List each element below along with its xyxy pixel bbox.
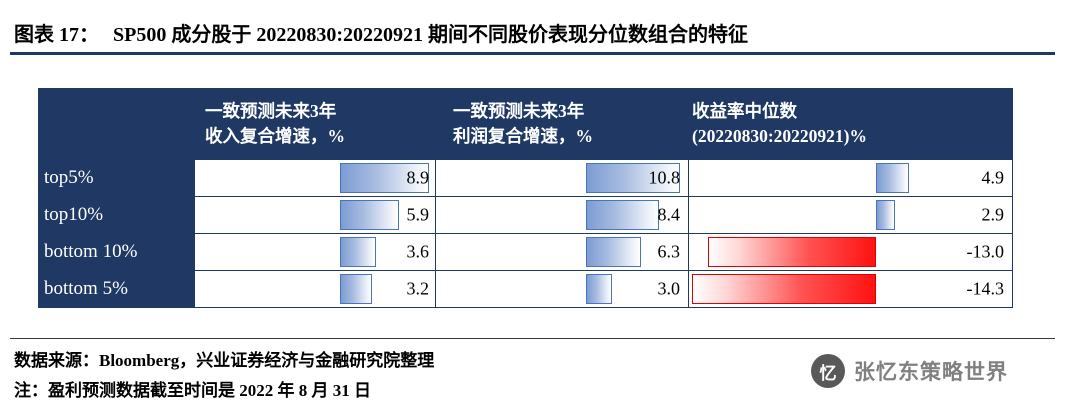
header-line: 一致预测未来3年 — [453, 101, 585, 121]
title-underline — [10, 52, 1055, 55]
positive-bar — [340, 237, 376, 267]
header-line: 收入复合增速，% — [205, 126, 345, 146]
figure-number: 图表 17： — [14, 24, 99, 46]
header-profit-cagr: 一致预测未来3年 利润复合增速，% — [435, 88, 688, 160]
value-cell: 8.9 — [195, 160, 435, 197]
cell-value: 5.9 — [406, 204, 430, 225]
table-body: top5% 8.9 10.8 4.9 top10% 5.9 8.4 2.9 bottom 10%… — [38, 160, 1013, 308]
data-source-text: 数据来源：Bloomberg，兴业证券经济与金融研究院整理 — [14, 351, 435, 370]
header-corner-cell — [38, 88, 195, 160]
row-label: bottom 5% — [38, 271, 195, 308]
value-cell: 2.9 — [688, 197, 1013, 234]
cell-value: 8.4 — [657, 204, 681, 225]
brand-logo-icon: 忆 — [811, 354, 845, 388]
cell-value: 3.6 — [406, 241, 430, 262]
value-cell: -14.3 — [688, 271, 1013, 308]
table-row: bottom 5% 3.2 3.0 -14.3 — [38, 271, 1013, 308]
negative-bar — [708, 237, 876, 267]
header-revenue-cagr: 一致预测未来3年 收入复合增速，% — [195, 88, 435, 160]
positive-bar — [876, 163, 909, 193]
value-cell: 4.9 — [688, 160, 1013, 197]
positive-bar — [586, 274, 613, 304]
value-cell: 3.6 — [195, 234, 435, 271]
table-header-row: 一致预测未来3年 收入复合增速，% 一致预测未来3年 利润复合增速，% 收益率中… — [38, 88, 1013, 160]
value-cell: -13.0 — [688, 234, 1013, 271]
value-cell: 6.3 — [435, 234, 688, 271]
positive-bar — [586, 200, 660, 230]
positive-bar — [340, 200, 399, 230]
table-row: top10% 5.9 8.4 2.9 — [38, 197, 1013, 234]
header-line: 一致预测未来3年 — [205, 101, 337, 121]
positive-bar — [586, 237, 641, 267]
cell-value: 8.9 — [406, 167, 430, 188]
header-median-return: 收益率中位数 (20220830:20220921)% — [688, 88, 1013, 160]
table-row: top5% 8.9 10.8 4.9 — [38, 160, 1013, 197]
cell-value: -14.3 — [966, 278, 1005, 299]
data-table: 一致预测未来3年 收入复合增速，% 一致预测未来3年 利润复合增速，% 收益率中… — [38, 88, 1013, 308]
row-label: top5% — [38, 160, 195, 197]
value-cell: 10.8 — [435, 160, 688, 197]
brand-logo-glyph: 忆 — [819, 363, 837, 383]
cell-value: 6.3 — [657, 241, 681, 262]
brand-block: 忆 张忆东策略世界 — [811, 354, 1008, 388]
header-line: 利润复合增速，% — [453, 126, 593, 146]
figure-title: 图表 17： SP500 成分股于 20220830:20220921 期间不同股… — [14, 18, 748, 47]
brand-name: 张忆东策略世界 — [854, 360, 1008, 384]
row-label: top10% — [38, 197, 195, 234]
value-cell: 8.4 — [435, 197, 688, 234]
negative-bar — [691, 274, 876, 304]
cell-value: 4.9 — [981, 167, 1005, 188]
positive-bar — [586, 163, 680, 193]
table-row: bottom 10% 3.6 6.3 -13.0 — [38, 234, 1013, 271]
value-cell: 5.9 — [195, 197, 435, 234]
positive-bar — [876, 200, 896, 230]
positive-bar — [340, 163, 429, 193]
header-line: (20220830:20220921)% — [692, 126, 867, 146]
figure-title-text: SP500 成分股于 20220830:20220921 期间不同股价表现分位数… — [113, 24, 748, 46]
cell-value: 2.9 — [981, 204, 1005, 225]
cell-value: 3.2 — [406, 278, 430, 299]
value-cell: 3.0 — [435, 271, 688, 308]
cell-value: -13.0 — [966, 241, 1005, 262]
row-label: bottom 10% — [38, 234, 195, 271]
footnote-text: 注：盈利预测数据截至时间是 2022 年 8 月 31 日 — [14, 381, 371, 400]
positive-bar — [340, 274, 372, 304]
value-cell: 3.2 — [195, 271, 435, 308]
header-line: 收益率中位数 — [692, 101, 797, 121]
cell-value: 10.8 — [648, 167, 681, 188]
cell-value: 3.0 — [657, 278, 681, 299]
footer-divider — [10, 338, 1055, 339]
